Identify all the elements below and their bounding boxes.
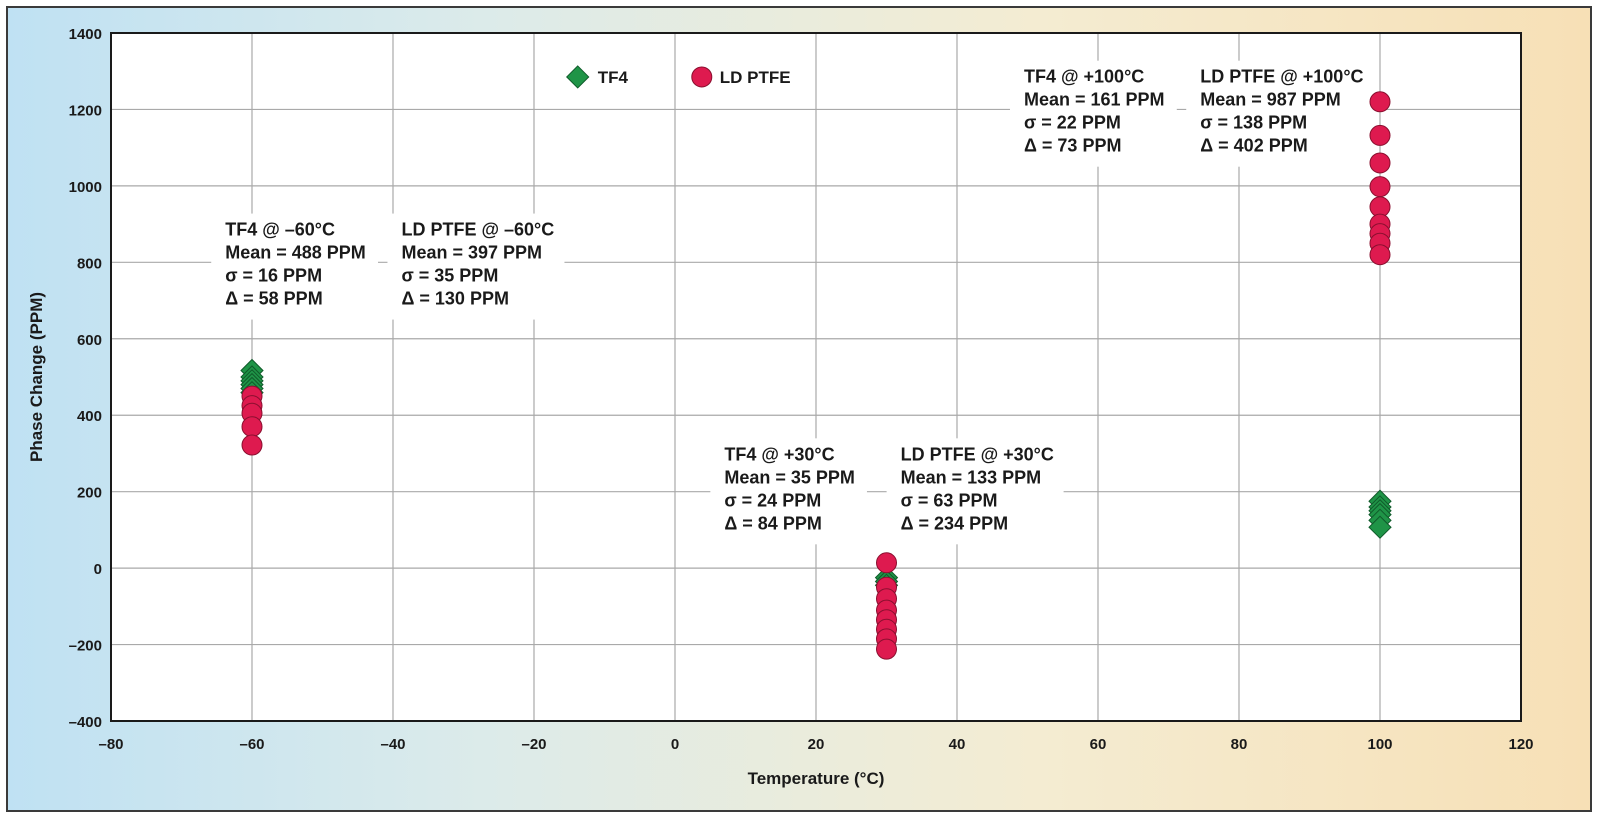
ld-ptfe-point xyxy=(1369,176,1391,198)
y-tick-label: –400 xyxy=(69,714,102,731)
annotation-block: TF4 @ +100°C Mean = 161 PPM σ = 22 PPM Δ = … xyxy=(1009,60,1177,167)
annotation-line: Δ = 84 PPM xyxy=(724,513,821,533)
y-tick-label: 1400 xyxy=(69,26,102,43)
annotation-background xyxy=(710,438,867,545)
annotation-line: Δ = 58 PPM xyxy=(225,289,322,309)
ld-ptfe-point xyxy=(876,638,897,660)
y-tick-label: 800 xyxy=(77,255,102,272)
x-tick-label: 0 xyxy=(671,736,679,753)
annotation-line: Mean = 35 PPM xyxy=(724,467,855,487)
legend-ld-ptfe-marker xyxy=(691,66,713,88)
annotation-line: Mean = 397 PPM xyxy=(401,243,542,263)
x-tick-label: 40 xyxy=(949,736,966,753)
annotation-line: TF4 @ +100°C xyxy=(1024,67,1144,87)
x-tick-label: –60 xyxy=(239,736,264,753)
annotation-block: LD PTFE @ +30°C Mean = 133 PPM σ = 63 PPM Δ… xyxy=(886,438,1064,545)
x-tick-label: 20 xyxy=(808,736,825,753)
annotation-line: σ = 35 PPM xyxy=(401,266,498,286)
x-tick-label: –40 xyxy=(380,736,405,753)
annotation-line: σ = 63 PPM xyxy=(901,490,998,510)
annotation-line: σ = 138 PPM xyxy=(1200,113,1307,133)
ld-ptfe-point xyxy=(241,434,263,456)
x-tick-label: –80 xyxy=(98,736,123,753)
phase-change-chart: –80 –60 –40 –20 0 20 40 60 80 100 120–400–20002004… xyxy=(27,26,1534,788)
ld-ptfe-point xyxy=(1369,152,1391,174)
annotation-line: TF4 @ –60°C xyxy=(225,220,335,240)
annotation-line: Δ = 234 PPM xyxy=(901,513,1009,533)
legend-tf4-label: TF4 xyxy=(598,68,629,87)
tf4-point xyxy=(1368,515,1392,539)
annotation-background xyxy=(886,438,1064,545)
x-tick-label: 100 xyxy=(1367,736,1392,753)
annotation-line: σ = 24 PPM xyxy=(724,490,821,510)
legend: TF4 LD PTFE xyxy=(566,65,791,89)
annotation-block: TF4 @ +30°C Mean = 35 PPM σ = 24 PPM Δ = 84… xyxy=(710,438,867,545)
annotation-line: TF4 @ +30°C xyxy=(724,444,834,464)
annotation-background xyxy=(1186,60,1374,167)
chart-frame: –80 –60 –40 –20 0 20 40 60 80 100 120 –400 –200 0 200 4… xyxy=(6,6,1592,812)
ld-ptfe-point xyxy=(1369,124,1391,146)
annotation-line: Mean = 133 PPM xyxy=(901,467,1042,487)
ld-ptfe-point xyxy=(1369,91,1391,113)
y-tick-label: 1000 xyxy=(69,179,102,196)
x-tick-label: 60 xyxy=(1090,736,1107,753)
annotation-line: Mean = 161 PPM xyxy=(1024,90,1165,110)
plot-border xyxy=(110,32,1522,722)
x-tick-label: 80 xyxy=(1231,736,1248,753)
ld-ptfe-point xyxy=(1369,244,1391,266)
annotation-background xyxy=(1009,60,1177,167)
y-tick-label: 1200 xyxy=(69,102,102,119)
x-tick-label: –20 xyxy=(521,736,546,753)
x-tick-label: 120 xyxy=(1508,736,1533,753)
y-tick-label: 200 xyxy=(77,485,102,502)
y-tick-label: 600 xyxy=(77,332,102,349)
annotation-line: LD PTFE @ +30°C xyxy=(901,444,1054,464)
annotation-background xyxy=(387,213,565,320)
y-tick-label: –200 xyxy=(69,638,102,655)
annotation-background xyxy=(211,213,379,320)
legend-tf4-marker xyxy=(566,65,590,89)
annotation-line: σ = 16 PPM xyxy=(225,266,322,286)
annotation-block: TF4 @ –60°C Mean = 488 PPM σ = 16 PPM Δ = 5… xyxy=(211,213,379,320)
annotation-line: Δ = 73 PPM xyxy=(1024,136,1121,156)
annotation-line: σ = 22 PPM xyxy=(1024,113,1121,133)
annotation-line: Δ = 402 PPM xyxy=(1200,136,1308,156)
annotation-line: LD PTFE @ +100°C xyxy=(1200,67,1363,87)
x-axis-title: Temperature (°C) xyxy=(748,769,885,788)
annotation-line: LD PTFE @ –60°C xyxy=(401,220,554,240)
annotation-line: Δ = 130 PPM xyxy=(401,289,509,309)
annotation-line: Mean = 987 PPM xyxy=(1200,90,1341,110)
y-tick-label: 0 xyxy=(94,561,102,578)
ld-ptfe-point xyxy=(876,552,897,574)
y-tick-label: 400 xyxy=(77,408,102,425)
ld-ptfe-point xyxy=(241,416,263,438)
legend-ld-ptfe-label: LD PTFE xyxy=(720,68,791,87)
annotation-line: Mean = 488 PPM xyxy=(225,243,366,263)
annotation-block: LD PTFE @ –60°C Mean = 397 PPM σ = 35 PPM Δ… xyxy=(387,213,565,320)
series-ld-ptfe xyxy=(241,91,1391,660)
y-axis-title: Phase Change (PPM) xyxy=(27,292,46,462)
annotation-block: LD PTFE @ +100°C Mean = 987 PPM σ = 138 PP… xyxy=(1186,60,1374,167)
